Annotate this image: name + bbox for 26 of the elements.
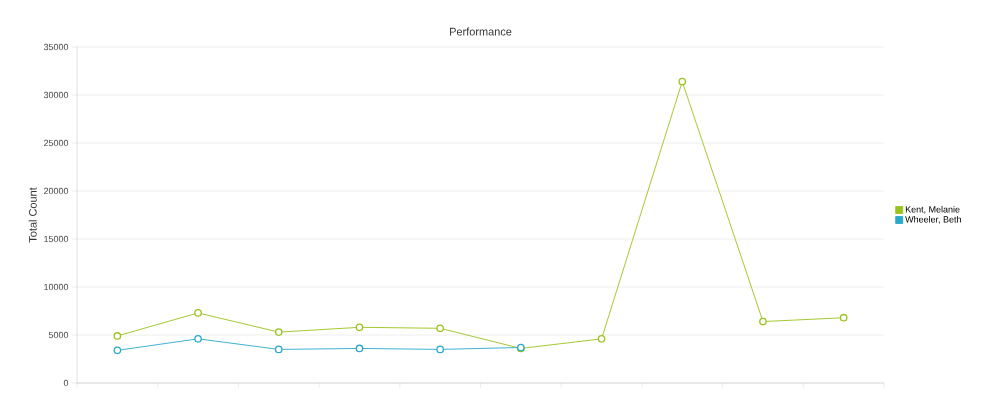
y-tick-label: 10000 [44,283,69,291]
y-tick-label: 30000 [43,91,69,99]
point [355,323,364,332]
point [597,334,606,343]
y-tick-label: 5000 [48,331,69,339]
point [113,346,122,355]
point [436,324,445,333]
y-tick-label: 0 [63,379,69,387]
legend-label: Wheeler, Beth [905,215,961,224]
point [274,328,283,336]
point [355,344,364,353]
chart-title: Performance [450,27,512,36]
point [678,77,687,86]
point [113,332,122,340]
y-tick-label: 25000 [44,139,69,147]
legend-label: Kent, Melanie [905,206,960,214]
point [436,345,445,354]
point [194,334,202,343]
y-tick-label: 35000 [43,43,69,51]
y-tick-label: 20000 [44,187,69,195]
point [274,345,283,354]
point [194,309,202,317]
y-tick-label: 15000 [44,235,69,243]
point [759,317,767,326]
point [839,313,848,322]
y-axis-title: Total Count [28,187,37,243]
